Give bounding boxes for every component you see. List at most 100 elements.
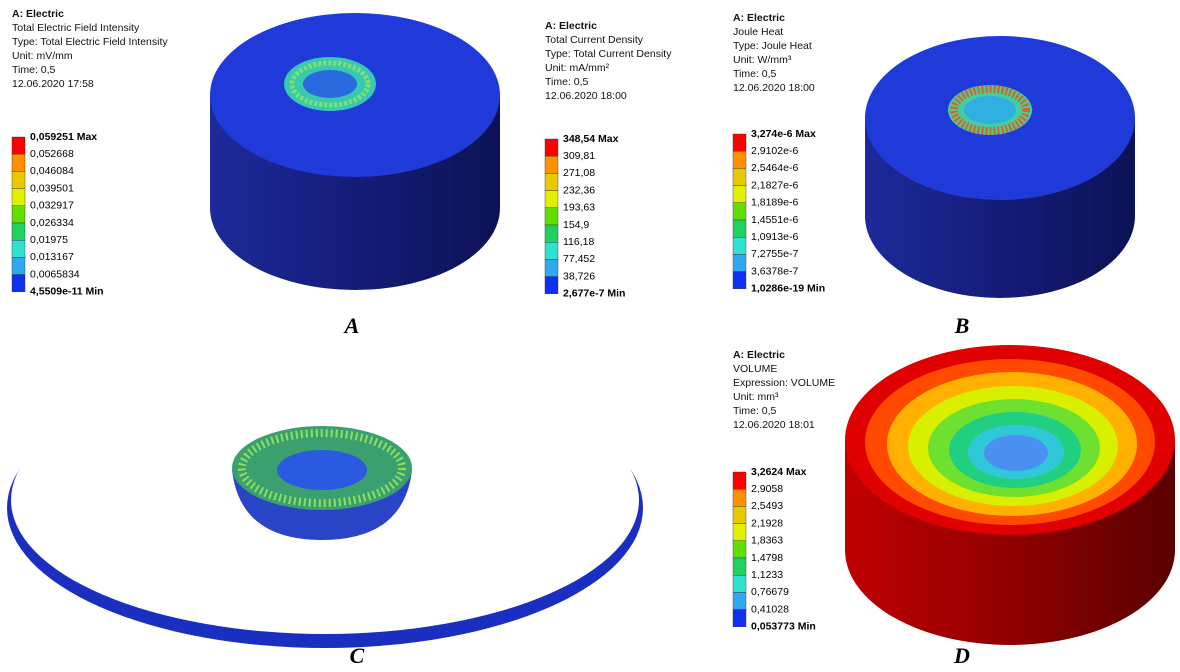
legend-header: A: Electric	[733, 12, 785, 24]
color-band	[733, 489, 746, 506]
legend-label: 0,039501	[30, 182, 74, 194]
legend-label: 2,1928	[751, 517, 783, 529]
legend-label: 0,046084	[30, 165, 74, 177]
legend-label: 193,63	[563, 202, 595, 214]
color-band	[545, 173, 558, 190]
color-band	[12, 223, 25, 240]
legend-header: Time: 0,5	[12, 64, 56, 76]
legend-header: Type: Joule Heat	[733, 40, 812, 52]
legend-label: 0,41028	[751, 603, 789, 615]
color-band	[733, 186, 746, 203]
legend-label: 2,1827e-6	[751, 179, 798, 191]
color-band	[12, 257, 25, 274]
model-d	[845, 345, 1175, 645]
legend-label: 1,8363	[751, 535, 783, 547]
legend-label: 0,053773 Min	[751, 621, 816, 633]
legend-label: 0,0065834	[30, 268, 80, 280]
color-band	[12, 240, 25, 257]
color-band	[12, 171, 25, 188]
legend-label: 0,026334	[30, 217, 74, 229]
color-band	[545, 139, 558, 156]
color-band	[733, 203, 746, 220]
legend-label: 116,18	[563, 236, 594, 248]
figure: A B C D A: Electric Total Electric Field …	[0, 0, 1180, 672]
legend-label: 3,274e-6 Max	[751, 128, 816, 140]
legend-label: 1,0286e-19 Min	[751, 283, 825, 295]
legend-label: 1,0913e-6	[751, 231, 798, 243]
legend-header: Type: Total Electric Field Intensity	[12, 36, 168, 48]
color-band	[12, 206, 25, 223]
legend-label: 2,5464e-6	[751, 162, 798, 174]
color-band	[733, 558, 746, 575]
color-band	[12, 189, 25, 206]
color-band	[733, 254, 746, 271]
legend-header: Unit: mm³	[733, 391, 779, 403]
legend-header: Expression: VOLUME	[733, 377, 835, 389]
legend-label: 348,54 Max	[563, 133, 619, 145]
color-band	[733, 272, 746, 289]
legend-label: 1,8189e-6	[751, 197, 798, 209]
legend-label: 77,452	[563, 253, 595, 265]
legend-label: 2,9058	[751, 483, 783, 495]
legend-label: 1,4551e-6	[751, 214, 798, 226]
legend-header: Type: Total Current Density	[545, 48, 672, 60]
legend-label: 38,726	[563, 270, 595, 282]
legend-label: 3,2624 Max	[751, 466, 807, 478]
color-band	[12, 154, 25, 171]
legend-label: 232,36	[563, 184, 595, 196]
legend-header: Total Current Density	[545, 34, 644, 46]
color-band	[733, 592, 746, 609]
figure-label: D	[953, 643, 970, 668]
color-band	[733, 237, 746, 254]
color-band	[545, 156, 558, 173]
color-band	[545, 242, 558, 259]
legend-header: 12.06.2020 18:01	[733, 419, 815, 431]
legend-header: Time: 0,5	[733, 405, 777, 417]
color-band	[733, 168, 746, 185]
legend-label: 0,013167	[30, 251, 74, 263]
color-band	[733, 506, 746, 523]
color-band	[545, 225, 558, 242]
color-band	[545, 277, 558, 294]
model-a	[210, 13, 500, 290]
color-band	[733, 575, 746, 592]
legend-label: 0,76679	[751, 586, 789, 598]
legend-header: Total Electric Field Intensity	[12, 22, 140, 34]
legend-label: 0,032917	[30, 200, 74, 212]
color-band	[733, 610, 746, 627]
legend-label: 7,2755e-7	[751, 248, 798, 260]
color-band	[12, 275, 25, 292]
model-b	[865, 36, 1135, 298]
legend-header: Unit: mV/mm	[12, 50, 73, 62]
legend-header: Time: 0,5	[545, 76, 589, 88]
legend-label: 154,9	[563, 219, 589, 231]
color-band	[733, 524, 746, 541]
figure-label: B	[954, 313, 970, 338]
legend-header: Unit: mA/mm²	[545, 62, 610, 74]
legend-label: 3,6378e-7	[751, 265, 798, 277]
legend-label: 309,81	[563, 150, 595, 162]
legend-header: A: Electric	[545, 20, 597, 32]
legend-header: Time: 0,5	[733, 68, 777, 80]
legend-label: 0,052668	[30, 148, 74, 160]
legend-label: 2,677e-7 Min	[563, 288, 625, 300]
legend-label: 4,5509e-11 Min	[30, 286, 104, 298]
legend-header: Joule Heat	[733, 26, 783, 38]
figure-label: C	[350, 643, 365, 668]
color-band	[733, 134, 746, 151]
legend-header: 12.06.2020 17:58	[12, 78, 94, 90]
legend-label: 2,5493	[751, 500, 783, 512]
figure-label: A	[343, 313, 360, 338]
legend-header: VOLUME	[733, 363, 777, 375]
legend-label: 271,08	[563, 167, 595, 179]
color-band	[12, 137, 25, 154]
legend-header: Unit: W/mm³	[733, 54, 792, 66]
legend-header: A: Electric	[12, 8, 64, 20]
legend-label: 0,059251 Max	[30, 131, 97, 143]
legend-label: 0,01975	[30, 234, 68, 246]
color-band	[545, 208, 558, 225]
color-band	[733, 472, 746, 489]
color-band	[733, 151, 746, 168]
legend-header: 12.06.2020 18:00	[545, 90, 627, 102]
model-c	[7, 366, 643, 648]
